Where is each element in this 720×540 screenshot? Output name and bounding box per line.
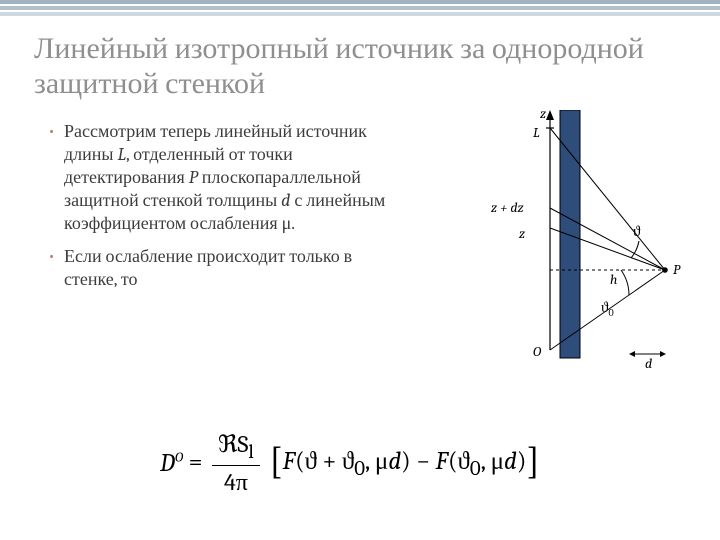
origin-label: O	[533, 343, 542, 360]
angle-theta0-arc	[621, 270, 629, 295]
h-label: h	[610, 271, 617, 288]
decorative-stripe	[0, 12, 720, 16]
diagram-line-source-shield: z L O P h z + dz z ϑ ϑ0 d	[455, 110, 695, 370]
L-label: L	[533, 124, 540, 141]
z-label: z	[519, 225, 525, 242]
shield-wall	[560, 110, 580, 358]
body-text: Рассмотрим теперь линейный источник длин…	[48, 120, 403, 301]
angle-theta-label: ϑ	[633, 222, 641, 240]
decorative-stripe	[0, 6, 720, 10]
decorative-stripe	[0, 0, 720, 4]
formula: DO = ℜSl 4π [F(ϑ + ϑ0, μd) − F(ϑ0, μd)]	[160, 430, 540, 497]
bullet-item: Если ослабление происходит только в стен…	[48, 245, 403, 291]
z-plus-dz-label: z + dz	[491, 199, 524, 216]
bullet-item: Рассмотрим теперь линейный источник длин…	[48, 120, 403, 235]
z-axis-label: z	[540, 110, 546, 122]
d-label: d	[645, 355, 652, 370]
z-axis-arrow	[546, 110, 554, 120]
angle-theta0-label: ϑ0	[601, 298, 614, 319]
slide-title: Линейный изотропный источник за однородн…	[34, 32, 686, 101]
P-label: P	[673, 261, 681, 278]
slide: { "title": "Линейный изотропный источник…	[0, 0, 720, 540]
